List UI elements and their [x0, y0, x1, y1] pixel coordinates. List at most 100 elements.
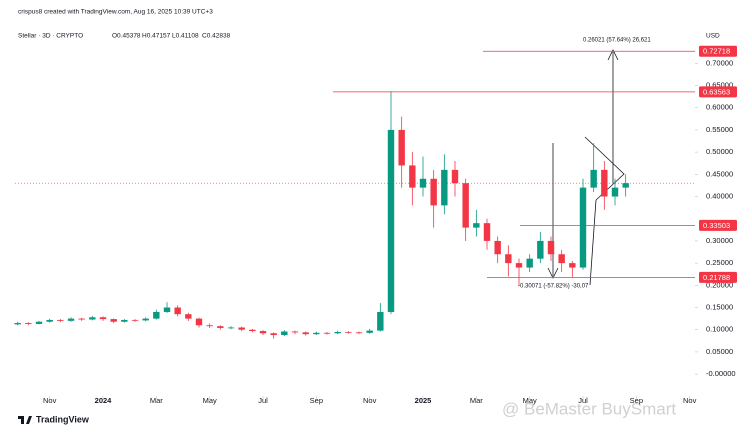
y-tick-label: 0.70000	[706, 58, 733, 67]
y-tick-label: 0.25000	[706, 258, 733, 267]
candle-body	[14, 323, 21, 325]
candle-body	[590, 169, 597, 188]
candle-body	[547, 240, 555, 255]
candle-body	[163, 307, 171, 312]
header-ohlc: O0.45378	[112, 33, 141, 40]
candle-body	[377, 311, 384, 331]
candle-body	[537, 240, 544, 259]
arrow-head	[547, 267, 559, 279]
candle-body	[313, 332, 320, 335]
y-tick-label: 0.15000	[706, 303, 733, 312]
candle-body	[355, 332, 363, 334]
candle-body	[78, 318, 85, 320]
candle-body	[142, 318, 149, 321]
y-tick-label: 0.50000	[706, 147, 733, 156]
candle-body	[227, 327, 235, 329]
candle-body	[483, 223, 491, 241]
y-tick-label: -0.00000	[706, 369, 736, 378]
level-label: 0.63563	[703, 87, 730, 96]
x-tick-label: Nov	[363, 396, 377, 405]
candle-body	[323, 332, 331, 334]
x-tick-label: Sep	[310, 396, 323, 405]
y-tick-label: 0.05000	[706, 347, 733, 356]
candle-body	[515, 263, 523, 268]
arrow-head	[607, 49, 619, 61]
candle-body	[451, 169, 459, 184]
candle-body	[387, 129, 395, 312]
y-tick-label: 0.30000	[706, 236, 733, 245]
candle-body	[35, 321, 43, 324]
y-tick-label: 0.65000	[706, 80, 733, 89]
candle-body	[601, 169, 608, 197]
header-ohlc: L0.41108	[172, 33, 199, 40]
candle-body	[238, 327, 245, 330]
candle-body	[249, 329, 256, 332]
level-label: 0.72718	[703, 47, 730, 56]
candle-body	[419, 178, 427, 188]
candle-body	[398, 129, 405, 166]
candle-body	[611, 187, 619, 197]
level-label: 0.33503	[703, 221, 730, 230]
candle-body	[121, 319, 128, 322]
header-ohlc: H0.47157	[142, 33, 171, 40]
header-ohlc: C0.42838	[202, 33, 231, 40]
brand: TradingView	[36, 414, 90, 424]
measure-label: 0.26021 (57.64%) 26,621	[583, 38, 651, 44]
currency: USD	[706, 33, 720, 40]
source-note: crispus8 created with TradingView.com, A…	[18, 9, 213, 16]
y-tick-label: 0.20000	[706, 280, 733, 289]
x-tick-label: May	[203, 396, 217, 405]
brand-logo: TradingView	[18, 414, 90, 424]
candle-body	[622, 183, 629, 188]
level-box	[699, 86, 737, 98]
trend-line	[589, 199, 597, 286]
candle-body	[46, 319, 53, 322]
level-label: 0.21788	[703, 273, 730, 282]
y-tick-label: 0.10000	[706, 325, 733, 334]
y-tick-label: 0.45000	[706, 169, 733, 178]
x-tick-label: Nov	[683, 396, 697, 405]
candle-body	[195, 318, 203, 326]
candle-body	[430, 178, 437, 206]
candle-body	[185, 314, 192, 319]
candle-body	[579, 187, 587, 268]
candle-body	[505, 254, 512, 264]
candle-body	[110, 319, 117, 322]
candle-body	[131, 319, 139, 321]
candle-body	[153, 311, 160, 319]
candle-body	[302, 332, 309, 335]
x-tick-label: 2025	[415, 396, 432, 405]
candle-body	[291, 331, 299, 333]
x-tick-label: May	[523, 396, 537, 405]
candle-body	[462, 183, 469, 228]
level-box	[699, 271, 737, 283]
candle-body	[558, 254, 565, 264]
candle-body	[409, 165, 416, 188]
candle-body	[259, 331, 267, 334]
candle-body	[366, 330, 373, 333]
candle-body	[334, 331, 341, 334]
candle-body	[99, 317, 107, 320]
measure-label: -0.30071 (-57.82%) -30,07	[518, 284, 589, 290]
candle-body	[206, 325, 213, 327]
candle-body	[174, 307, 181, 315]
candle-body	[473, 223, 480, 228]
candle-body	[441, 169, 448, 206]
logo-mark	[18, 416, 32, 424]
x-tick-label: Mar	[150, 396, 163, 405]
candle-body	[281, 331, 288, 336]
candle-body	[57, 319, 64, 321]
x-tick-label: 2024	[95, 396, 113, 405]
x-tick-label: Mar	[470, 396, 483, 405]
level-box	[699, 219, 737, 231]
x-tick-label: Jul	[258, 396, 268, 405]
y-tick-label: 0.55000	[706, 125, 733, 134]
x-tick-label: Sep	[630, 396, 643, 405]
y-tick-label: 0.40000	[706, 191, 733, 200]
x-tick-label: Jul	[578, 396, 588, 405]
candle-body	[67, 318, 75, 321]
candle-body	[526, 258, 533, 268]
candle-body	[345, 331, 352, 333]
